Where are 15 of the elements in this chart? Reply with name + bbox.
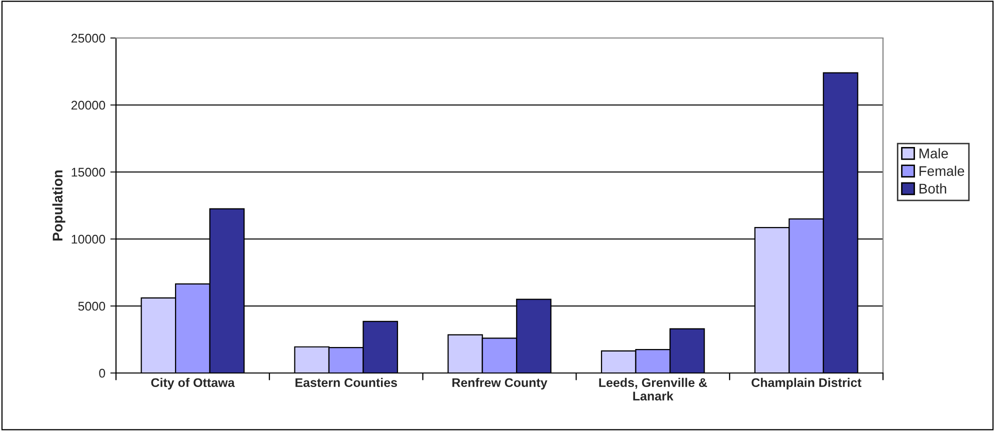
y-tick-label: 25000: [71, 34, 106, 43]
y-axis-title: Population: [52, 170, 66, 240]
y-tick-label: 10000: [72, 234, 106, 244]
x-tick-label: Eastern Counties: [296, 378, 397, 388]
y-tick-label: 5000: [78, 302, 106, 311]
y-tick-label: 15000: [72, 168, 106, 177]
y-tick-label: 0: [99, 368, 106, 378]
legend-label: Female: [920, 166, 964, 176]
legend-label: Male: [920, 148, 948, 158]
y-tick-label: 20000: [71, 100, 106, 110]
legend-label: Both: [920, 183, 946, 194]
x-tick-label: Leeds, Grenville & Lanark: [599, 378, 708, 401]
x-tick-label: City of Ottawa: [151, 378, 235, 390]
x-tick-label: Renfrew County: [452, 378, 548, 390]
x-tick-label: Champlain District: [752, 378, 862, 390]
